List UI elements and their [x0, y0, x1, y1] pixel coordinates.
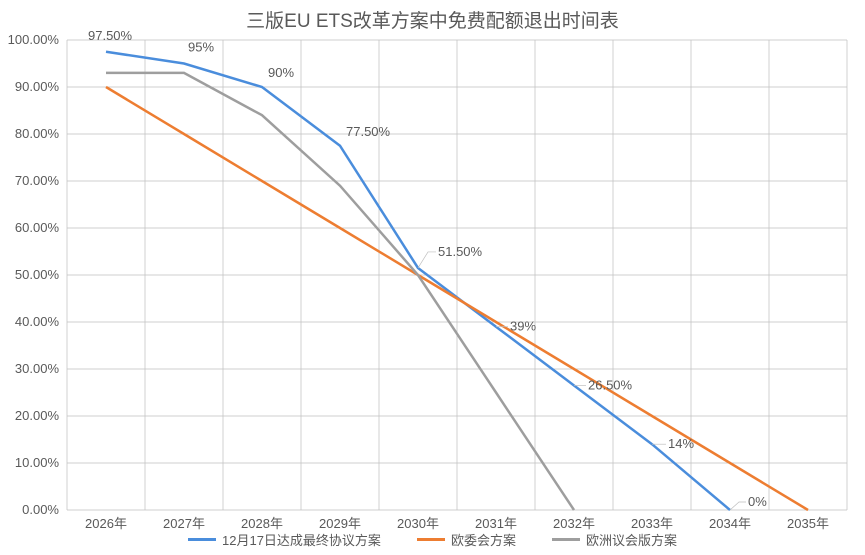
y-tick-label: 10.00% [15, 455, 60, 470]
y-tick-label: 50.00% [15, 267, 60, 282]
series-agreement [106, 52, 730, 510]
data-label: 51.50% [438, 244, 483, 259]
y-tick-label: 70.00% [15, 173, 60, 188]
y-tick-label: 30.00% [15, 361, 60, 376]
chart-container: 三版EU ETS改革方案中免费配额退出时间表 0.00%10.00%20.00%… [0, 0, 865, 555]
series-parliament [106, 73, 574, 510]
y-tick-label: 60.00% [15, 220, 60, 235]
legend-label: 12月17日达成最终协议方案 [222, 530, 381, 549]
y-tick-label: 90.00% [15, 79, 60, 94]
legend-swatch [188, 538, 216, 541]
y-tick-label: 80.00% [15, 126, 60, 141]
legend-label: 欧洲议会版方案 [586, 530, 677, 549]
data-label: 77.50% [346, 124, 391, 139]
legend-item-commission: 欧委会方案 [417, 530, 516, 549]
legend-swatch [417, 538, 445, 541]
legend-label: 欧委会方案 [451, 530, 516, 549]
data-label: 26.50% [588, 377, 633, 392]
chart-svg: 0.00% 10.00% 20.00% 30.00% 40.00% 50.00% 60.00… [0, 0, 865, 555]
data-label: 95% [188, 40, 214, 55]
legend-swatch [552, 538, 580, 541]
y-tick-label: 40.00% [15, 314, 60, 329]
data-label: 14% [668, 436, 694, 451]
legend-item-parliament: 欧洲议会版方案 [552, 530, 677, 549]
y-tick-label: 0.00% [22, 502, 59, 517]
data-label: 39% [510, 319, 536, 334]
legend: 12月17日达成最终协议方案 欧委会方案 欧洲议会版方案 [0, 529, 865, 549]
data-label: 97.50% [88, 28, 133, 43]
data-label: 0% [748, 494, 767, 509]
y-tick-label: 20.00% [15, 408, 60, 423]
data-label: 90% [268, 65, 294, 80]
y-tick-label: 100.00% [8, 32, 60, 47]
legend-item-agreement: 12月17日达成最终协议方案 [188, 530, 381, 549]
